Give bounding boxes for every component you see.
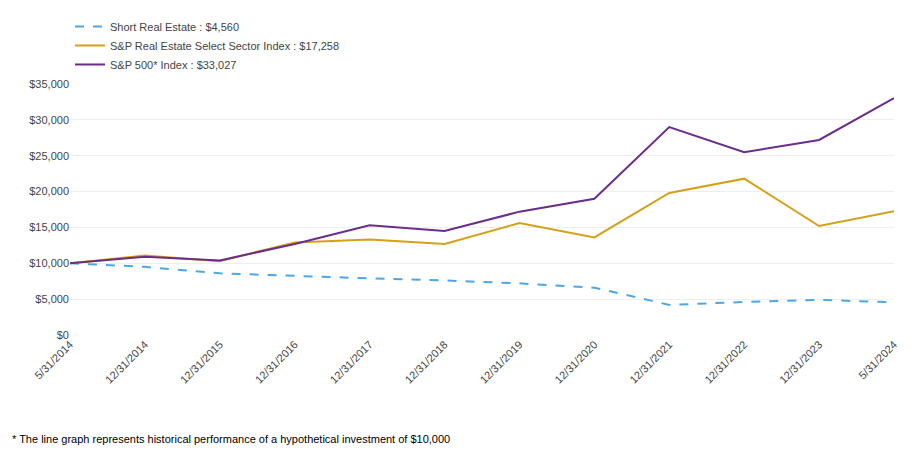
svg-text:* The line graph represents hi: * The line graph represents historical p… <box>12 433 450 445</box>
svg-text:S&P Real Estate Select Sector: S&P Real Estate Select Sector Index : $1… <box>110 40 339 52</box>
svg-text:12/31/2016: 12/31/2016 <box>253 338 300 385</box>
svg-text:12/31/2022: 12/31/2022 <box>702 338 749 385</box>
svg-text:$5,000: $5,000 <box>35 293 69 305</box>
svg-text:12/31/2020: 12/31/2020 <box>552 338 599 385</box>
svg-text:12/31/2017: 12/31/2017 <box>328 338 375 385</box>
svg-text:$25,000: $25,000 <box>29 150 69 162</box>
svg-text:12/31/2021: 12/31/2021 <box>627 338 674 385</box>
svg-text:5/31/2024: 5/31/2024 <box>856 338 899 381</box>
svg-text:$15,000: $15,000 <box>29 221 69 233</box>
svg-text:$0: $0 <box>57 329 69 341</box>
svg-text:12/31/2023: 12/31/2023 <box>777 338 824 385</box>
svg-text:Short Real Estate : $4,560: Short Real Estate : $4,560 <box>110 21 239 33</box>
svg-text:$20,000: $20,000 <box>29 185 69 197</box>
svg-text:12/31/2018: 12/31/2018 <box>402 338 449 385</box>
svg-text:$35,000: $35,000 <box>29 78 69 90</box>
svg-text:12/31/2014: 12/31/2014 <box>103 338 150 385</box>
svg-text:12/31/2015: 12/31/2015 <box>178 338 225 385</box>
svg-text:$10,000: $10,000 <box>29 257 69 269</box>
svg-text:12/31/2019: 12/31/2019 <box>477 338 524 385</box>
svg-text:$30,000: $30,000 <box>29 114 69 126</box>
svg-text:S&P 500* Index : $33,027: S&P 500* Index : $33,027 <box>110 59 236 71</box>
svg-text:5/31/2014: 5/31/2014 <box>32 338 75 381</box>
